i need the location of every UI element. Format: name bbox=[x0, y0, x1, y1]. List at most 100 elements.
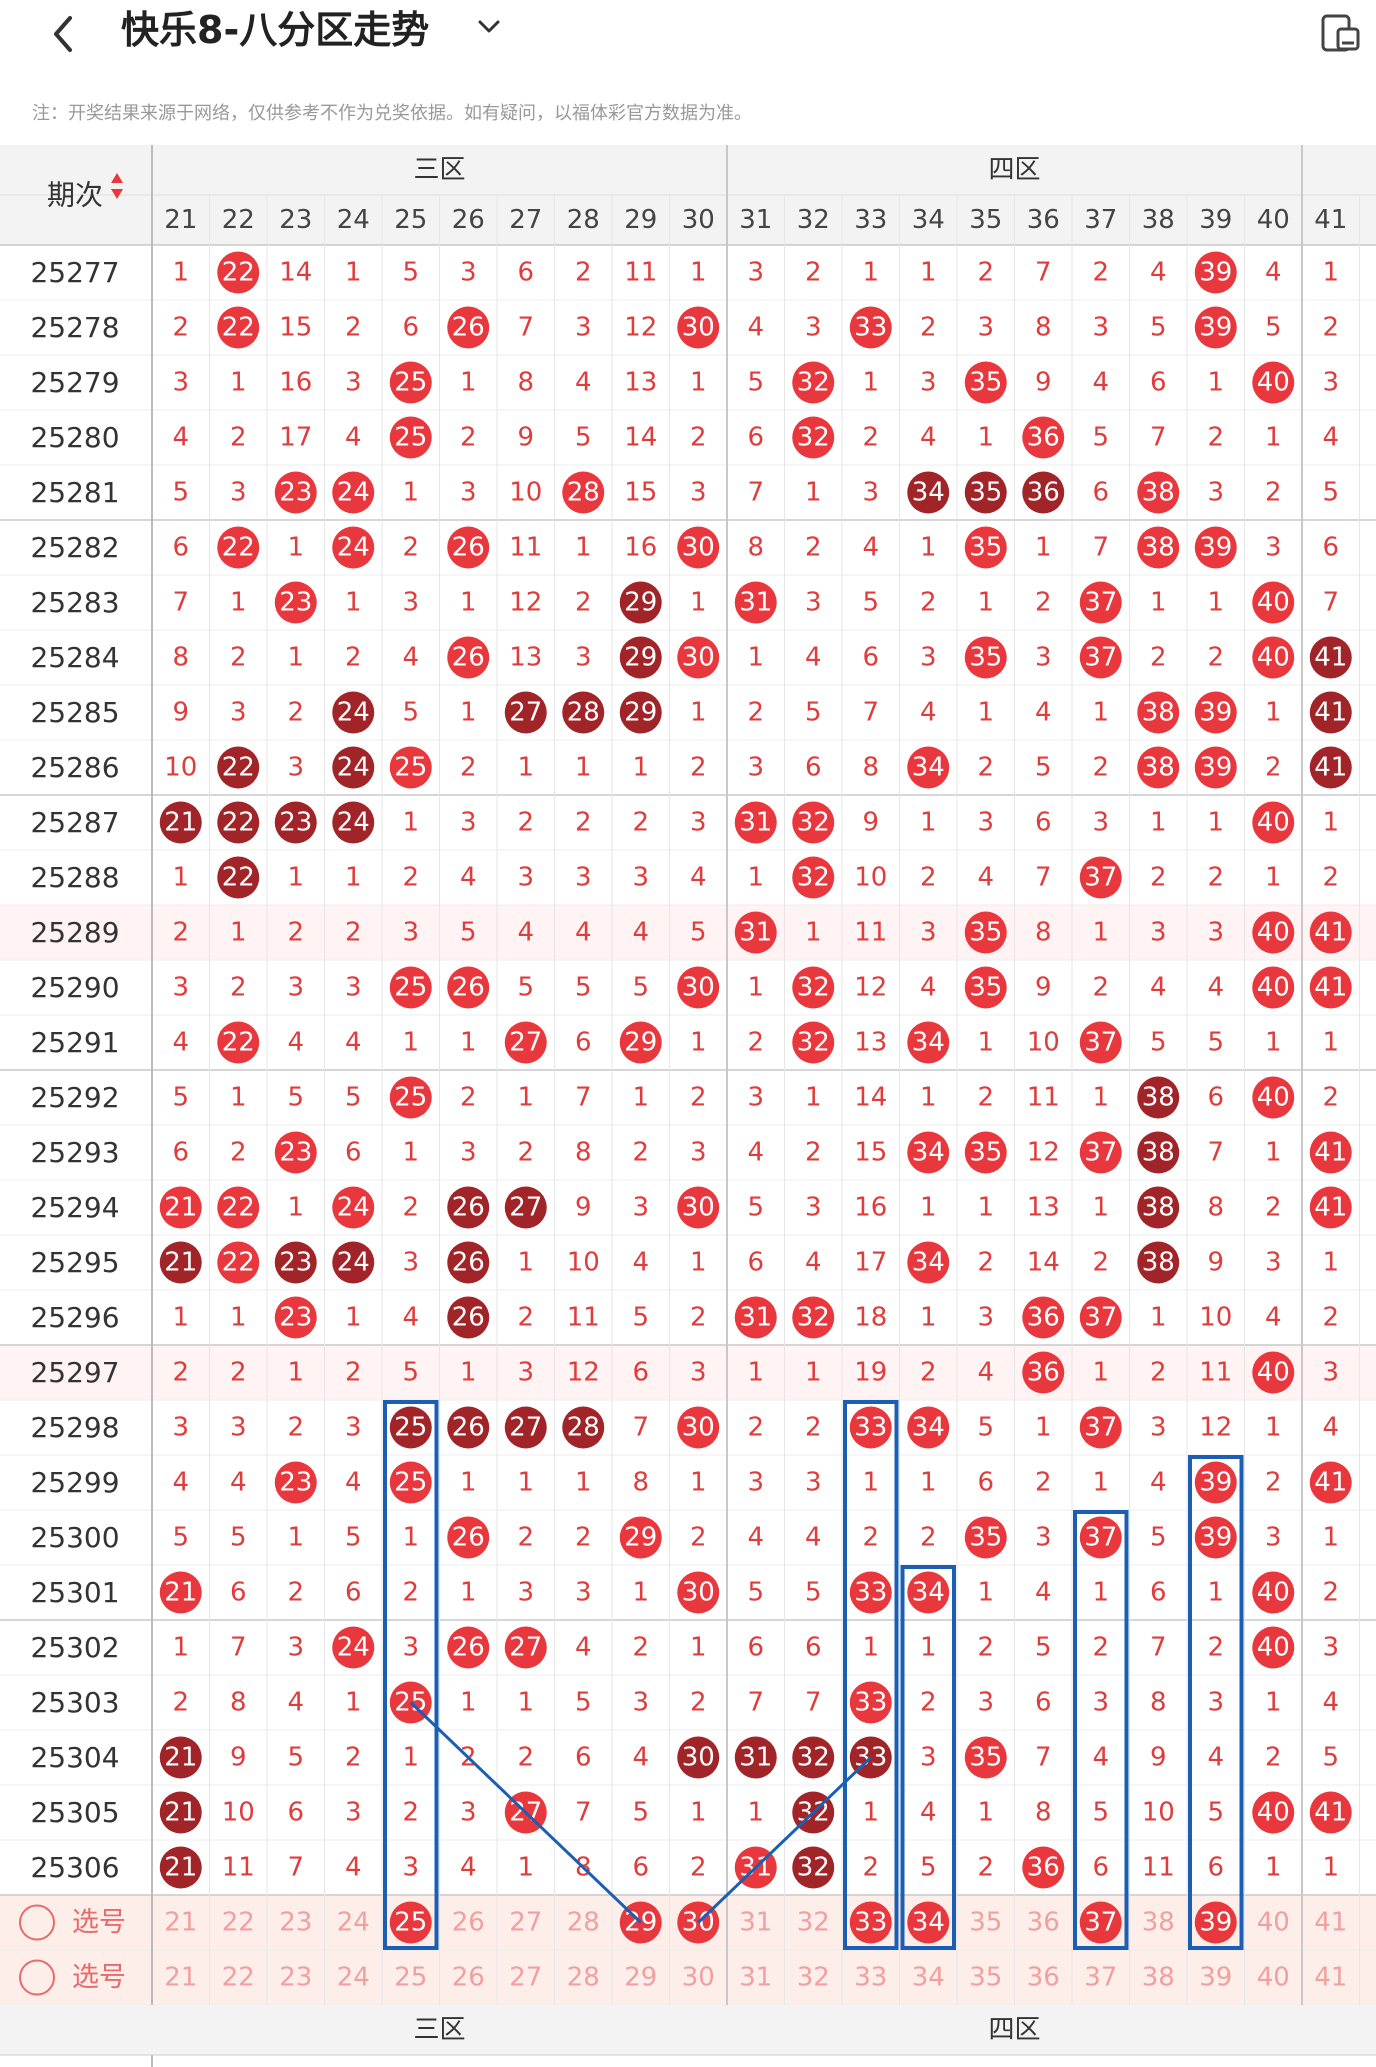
miss-count: 5 bbox=[632, 1798, 649, 1828]
miss-count: 19 bbox=[854, 1358, 887, 1388]
miss-count: 3 bbox=[345, 1798, 362, 1828]
miss-count: 3 bbox=[460, 258, 477, 288]
miss-count: 2 bbox=[920, 1358, 937, 1388]
table-row: 25286 10 22 3 24 25 2 1 1 1 2 3 6 8 34 2 5 2 38 39 2 41 bbox=[30, 746, 1352, 789]
period-cell: 25281 bbox=[30, 476, 119, 509]
select-row[interactable]: 选号 21 22 23 24 25 26 27 28 29 30 31 32 33 34 35 36 37 38 39… bbox=[19, 1901, 1347, 1944]
miss-count: 7 bbox=[517, 313, 534, 343]
sort-icon[interactable] bbox=[111, 173, 123, 199]
period-cell: 25284 bbox=[30, 641, 119, 674]
miss-count: 3 bbox=[402, 918, 419, 948]
hit-ball bbox=[792, 1021, 835, 1064]
miss-count: 3 bbox=[172, 973, 189, 1003]
selected-ball[interactable] bbox=[389, 1901, 432, 1944]
hit-number: 24 bbox=[337, 478, 370, 508]
hit-number: 37 bbox=[1084, 1028, 1117, 1058]
hit-number: 25 bbox=[394, 973, 427, 1003]
hit-number: 23 bbox=[279, 1303, 312, 1333]
miss-count: 1 bbox=[1092, 698, 1109, 728]
selected-ball[interactable] bbox=[907, 1901, 950, 1944]
column-header: 25 bbox=[394, 205, 427, 235]
miss-count: 1 bbox=[1265, 863, 1282, 893]
miss-count: 2 bbox=[402, 1798, 419, 1828]
hit-number: 39 bbox=[1199, 753, 1232, 783]
miss-count: 5 bbox=[1035, 1633, 1052, 1663]
miss-count: 1 bbox=[632, 753, 649, 783]
radio-icon[interactable] bbox=[19, 1904, 55, 1941]
hit-number: 41 bbox=[1314, 1798, 1347, 1828]
table-row: 25298 3 3 2 3 25 26 27 28 7 30 2 2 33 34 5 1 37 3 12 1 4 bbox=[30, 1406, 1339, 1449]
hit-number: 39 bbox=[1199, 1523, 1232, 1553]
miss-count: 2 bbox=[1092, 1633, 1109, 1663]
table-row: 25285 9 3 2 24 5 1 27 28 29 1 2 5 7 4 1 4 1 38 39 1 41 bbox=[30, 691, 1352, 734]
miss-count: 1 bbox=[345, 1303, 362, 1333]
miss-count: 1 bbox=[575, 753, 592, 783]
hit-ball bbox=[792, 1736, 835, 1779]
miss-count: 2 bbox=[1207, 1633, 1224, 1663]
miss-count: 9 bbox=[1207, 1248, 1224, 1278]
miss-count: 2 bbox=[1322, 1578, 1339, 1608]
miss-count: 7 bbox=[230, 1633, 247, 1663]
hit-number: 32 bbox=[797, 1743, 830, 1773]
hit-number: 24 bbox=[337, 533, 370, 563]
miss-count: 1 bbox=[1265, 698, 1282, 728]
miss-count: 3 bbox=[977, 1688, 994, 1718]
miss-count: 16 bbox=[854, 1193, 887, 1223]
miss-count: 3 bbox=[1322, 1358, 1339, 1388]
hit-number: 30 bbox=[682, 533, 715, 563]
hit-number: 35 bbox=[969, 1138, 1002, 1168]
miss-count: 7 bbox=[575, 1798, 592, 1828]
hit-ball bbox=[792, 856, 835, 899]
hit-ball bbox=[792, 416, 835, 459]
miss-count: 1 bbox=[1265, 1688, 1282, 1718]
miss-count: 2 bbox=[977, 1083, 994, 1113]
miss-count: 9 bbox=[1150, 1743, 1167, 1773]
miss-count: 12 bbox=[509, 588, 542, 618]
table-row: 25296 1 1 23 1 4 26 2 11 5 2 31 32 18 1 3 36 37 1 10 4 2 bbox=[30, 1296, 1339, 1339]
select-row[interactable]: 选号 21 22 23 24 25 26 27 28 29 30 31 32 33 34 35 36 37 38 39… bbox=[19, 1959, 1347, 1996]
hit-number: 37 bbox=[1084, 1303, 1117, 1333]
hit-number: 25 bbox=[394, 1083, 427, 1113]
miss-count: 6 bbox=[747, 1248, 764, 1278]
miss-count: 4 bbox=[1322, 423, 1339, 453]
highlight-box bbox=[900, 1565, 956, 1950]
table-row: 25304219521226430313233335749425 bbox=[30, 1736, 1339, 1779]
trend-line bbox=[409, 1701, 642, 1924]
period-cell: 25295 bbox=[30, 1246, 119, 1279]
select-number: 21 bbox=[164, 1963, 197, 1993]
miss-count: 6 bbox=[632, 1853, 649, 1883]
hit-number: 34 bbox=[912, 1138, 945, 1168]
selected-ball[interactable] bbox=[1194, 1901, 1237, 1944]
hit-number: 37 bbox=[1084, 1413, 1117, 1443]
select-number: 25 bbox=[394, 1963, 427, 1993]
miss-count: 3 bbox=[805, 1193, 822, 1223]
back-arrow-icon[interactable] bbox=[44, 6, 84, 62]
period-cell: 25301 bbox=[30, 1576, 119, 1609]
hit-number: 26 bbox=[452, 1303, 485, 1333]
miss-count: 4 bbox=[345, 1853, 362, 1883]
radio-icon[interactable] bbox=[19, 1959, 55, 1996]
column-header: 31 bbox=[739, 205, 772, 235]
column-header: 34 bbox=[912, 205, 945, 235]
miss-count: 1 bbox=[230, 588, 247, 618]
miss-count: 1 bbox=[920, 1303, 937, 1333]
miss-count: 3 bbox=[345, 368, 362, 398]
chevron-down-icon[interactable] bbox=[474, 12, 504, 42]
hit-ball bbox=[677, 966, 720, 1009]
miss-count: 1 bbox=[862, 1798, 879, 1828]
miss-count: 1 bbox=[1322, 808, 1339, 838]
hit-ball bbox=[964, 966, 1007, 1009]
miss-count: 1 bbox=[345, 258, 362, 288]
miss-count: 5 bbox=[1150, 1028, 1167, 1058]
miss-count: 3 bbox=[632, 1193, 649, 1223]
hit-ball bbox=[1252, 1791, 1295, 1834]
miss-count: 1 bbox=[230, 368, 247, 398]
miss-count: 2 bbox=[1322, 1083, 1339, 1113]
selected-ball[interactable] bbox=[1079, 1901, 1122, 1944]
miss-count: 6 bbox=[345, 1578, 362, 1608]
hit-ball bbox=[619, 581, 662, 624]
miss-count: 2 bbox=[172, 918, 189, 948]
miss-count: 1 bbox=[172, 1303, 189, 1333]
selected-ball[interactable] bbox=[849, 1901, 892, 1944]
device-switch-icon[interactable] bbox=[1318, 12, 1364, 54]
